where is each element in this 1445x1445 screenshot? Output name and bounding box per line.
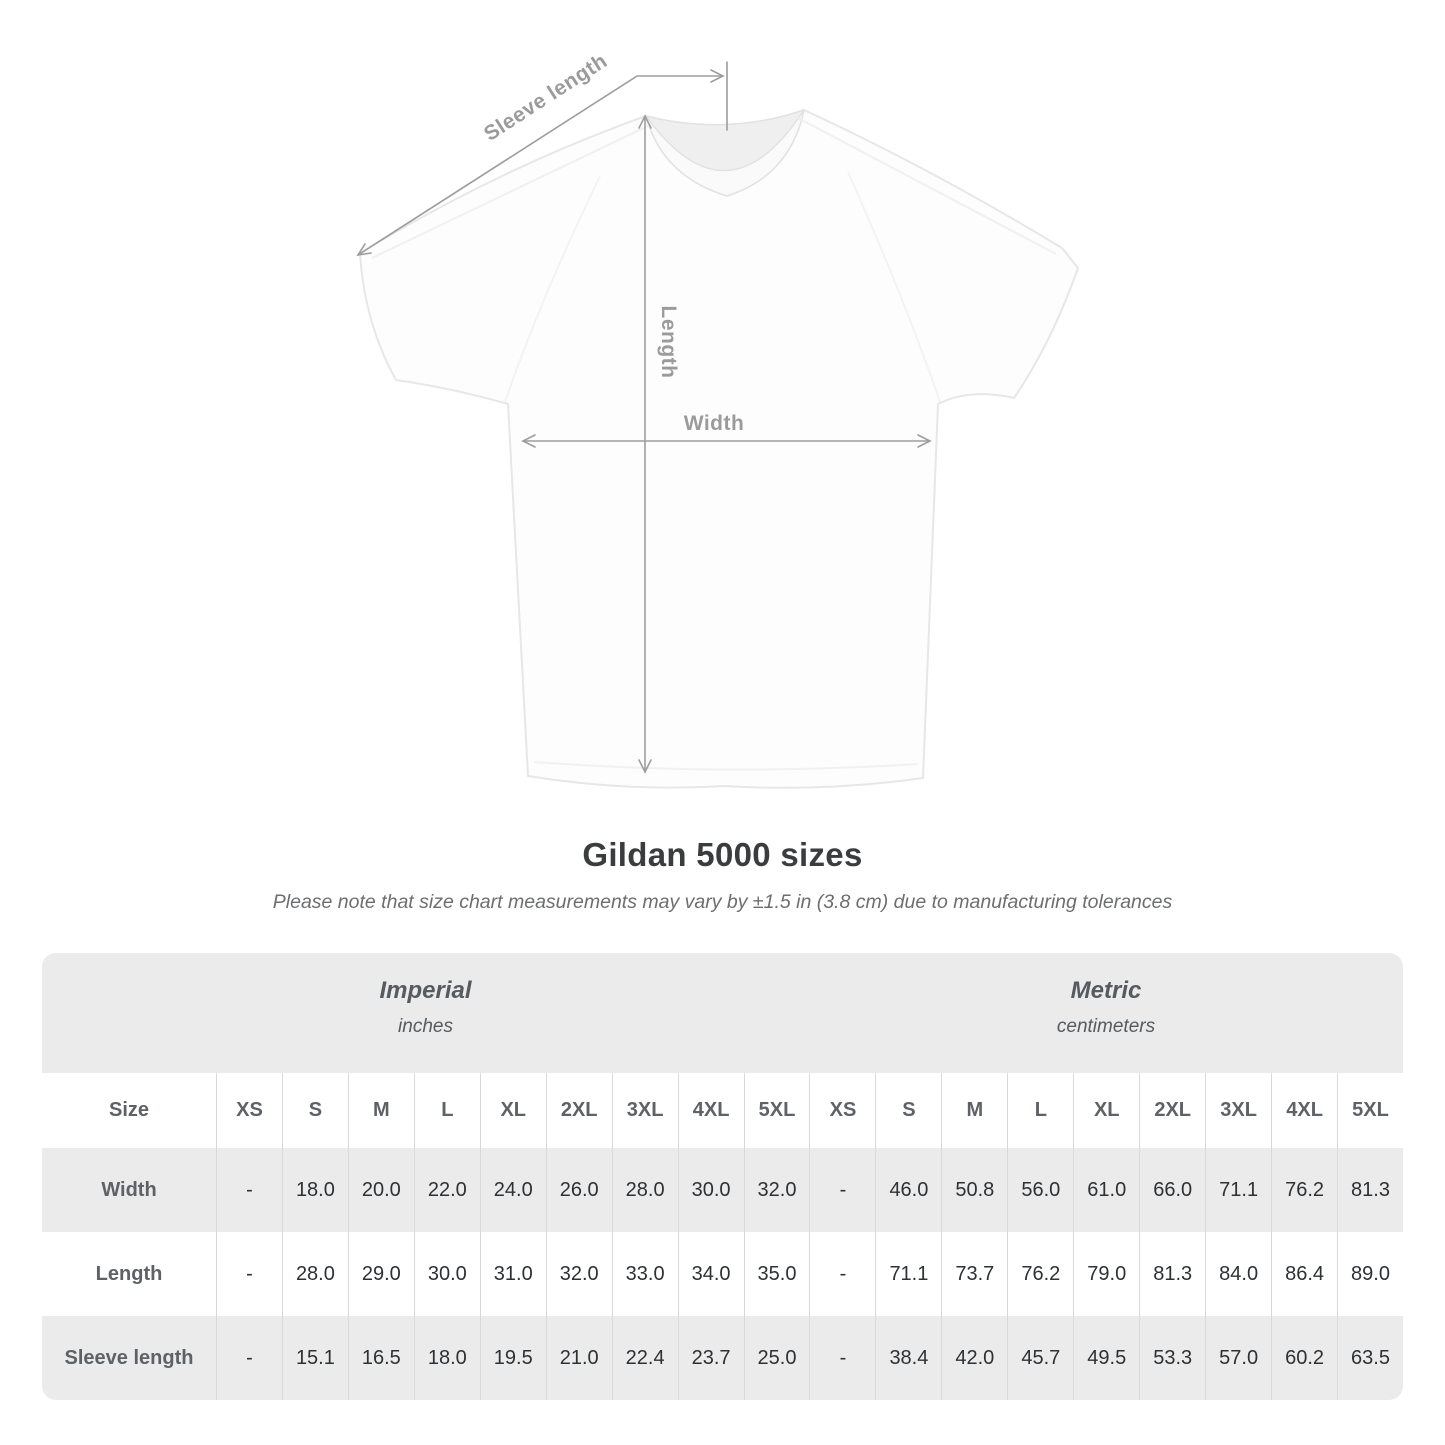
value-cell: 53.3: [1139, 1316, 1205, 1400]
value-cell: 66.0: [1139, 1148, 1205, 1232]
value-cell: 61.0: [1073, 1148, 1139, 1232]
value-cell: -: [216, 1232, 282, 1316]
value-cell: 22.4: [611, 1316, 678, 1400]
row-label-cell: Width: [101, 1178, 157, 1201]
size-grid: Size XS S M L XL 2XL 3XL 4XL 5XL XS S M L XL 2XL 3XL 4XL 5…: [42, 1073, 1403, 1400]
size-header-metric: 5XL: [1337, 1073, 1403, 1148]
value-cell: -: [809, 1148, 875, 1232]
value-cell: 56.0: [1007, 1148, 1073, 1232]
value-cell: 25.0: [743, 1316, 810, 1400]
imperial-label: Imperial: [379, 977, 472, 1004]
value-cell: 18.0: [281, 1148, 348, 1232]
value-cell: 71.1: [1205, 1148, 1271, 1232]
metric-group-header: Metric centimeters: [809, 953, 1403, 1073]
size-column-header: Size: [42, 1073, 216, 1148]
width-label: Width: [684, 412, 745, 435]
size-header-metric: 2XL: [1139, 1073, 1206, 1148]
value-cell: 84.0: [1205, 1232, 1272, 1316]
tshirt-measurement-diagram: Sleeve length Length Width: [356, 49, 1079, 789]
value-cell: 19.5: [479, 1316, 546, 1400]
size-header-metric: 4XL: [1271, 1073, 1338, 1148]
value-cell: 46.0: [875, 1148, 941, 1232]
value-cell: 31.0: [479, 1232, 546, 1316]
value-cell: 15.1: [281, 1316, 348, 1400]
value-cell: 24.0: [479, 1148, 546, 1232]
value-cell: 28.0: [281, 1232, 348, 1316]
value-cell: 89.0: [1337, 1232, 1403, 1316]
value-cell: 79.0: [1073, 1232, 1140, 1316]
size-header-metric: XS: [809, 1073, 876, 1148]
value-cell: 42.0: [941, 1316, 1007, 1400]
page-title: Gildan 5000 sizes: [582, 836, 863, 873]
value-cell: 63.5: [1337, 1316, 1403, 1400]
sleeve-length-arrow: [356, 61, 728, 257]
value-cell: 32.0: [545, 1232, 612, 1316]
value-cell: 22.0: [413, 1148, 480, 1232]
value-cell: 86.4: [1271, 1232, 1338, 1316]
value-cell: 34.0: [677, 1232, 744, 1316]
value-cell: 81.3: [1337, 1148, 1403, 1232]
metric-unit: centimeters: [1056, 1016, 1156, 1037]
value-cell: 81.3: [1139, 1232, 1206, 1316]
length-arrow: [638, 114, 652, 774]
unit-header-band: Imperial inches Metric centimeters: [42, 953, 1403, 1073]
width-arrow: [521, 434, 932, 448]
size-header-imperial: 3XL: [611, 1073, 678, 1148]
size-header-metric: S: [875, 1073, 942, 1148]
value-cell: 29.0: [347, 1232, 414, 1316]
size-header-metric: 3XL: [1205, 1073, 1272, 1148]
size-header-imperial: XL: [479, 1073, 546, 1148]
size-table: Imperial inches Metric centimeters Size X…: [42, 953, 1403, 1400]
value-cell: 38.4: [875, 1316, 941, 1400]
value-cell: 28.0: [611, 1148, 678, 1232]
size-header-imperial: XS: [216, 1073, 282, 1148]
tolerance-note: Please note that size chart measurements…: [272, 891, 1173, 913]
tshirt-illustration: [359, 108, 1079, 789]
value-cell: 18.0: [413, 1316, 480, 1400]
value-cell: 49.5: [1073, 1316, 1139, 1400]
value-cell: -: [216, 1148, 282, 1232]
value-cell: 76.2: [1271, 1148, 1337, 1232]
value-cell: -: [809, 1232, 876, 1316]
size-header-imperial: M: [347, 1073, 414, 1148]
value-cell: 33.0: [611, 1232, 678, 1316]
row-label-cell: Sleeve length: [64, 1346, 194, 1369]
value-cell: 21.0: [545, 1316, 612, 1400]
value-cell: 50.8: [941, 1148, 1007, 1232]
size-header-imperial: 4XL: [677, 1073, 744, 1148]
row-label-cell: Length: [42, 1232, 216, 1316]
value-cell: 30.0: [677, 1148, 744, 1232]
metric-label: Metric: [1070, 977, 1142, 1004]
value-cell: 45.7: [1007, 1316, 1073, 1400]
size-header-imperial: 5XL: [743, 1073, 810, 1148]
value-cell: 76.2: [1007, 1232, 1074, 1316]
value-cell: 73.7: [941, 1232, 1008, 1316]
value-cell: -: [809, 1316, 875, 1400]
value-cell: 71.1: [875, 1232, 942, 1316]
size-header-imperial: S: [281, 1073, 348, 1148]
value-cell: 32.0: [743, 1148, 810, 1232]
imperial-unit: inches: [398, 1016, 453, 1037]
size-header-metric: L: [1007, 1073, 1074, 1148]
value-cell: 20.0: [347, 1148, 414, 1232]
sleeve-length-label: Sleeve length: [480, 49, 612, 146]
value-cell: 23.7: [677, 1316, 744, 1400]
value-cell: -: [216, 1316, 282, 1400]
size-header-imperial: L: [413, 1073, 480, 1148]
value-cell: 35.0: [743, 1232, 810, 1316]
value-cell: 30.0: [413, 1232, 480, 1316]
length-label: Length: [657, 306, 680, 379]
value-cell: 26.0: [545, 1148, 612, 1232]
value-cell: 16.5: [347, 1316, 414, 1400]
value-cell: 60.2: [1271, 1316, 1337, 1400]
size-header-metric: M: [941, 1073, 1008, 1148]
size-header-imperial: 2XL: [545, 1073, 612, 1148]
size-header-metric: XL: [1073, 1073, 1140, 1148]
imperial-group-header: Imperial inches: [42, 953, 809, 1073]
value-cell: 57.0: [1205, 1316, 1271, 1400]
